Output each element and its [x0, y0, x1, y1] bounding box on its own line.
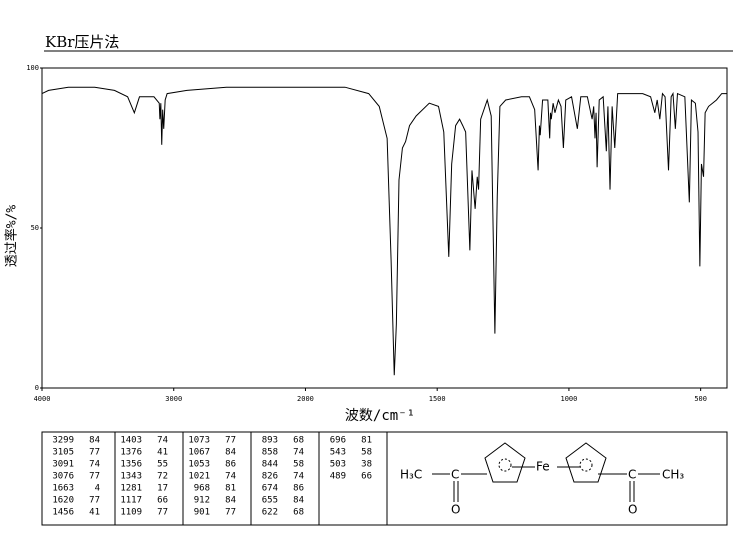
peak-transmittance: 55	[157, 460, 168, 470]
peak-wavenumber: 912	[194, 496, 210, 506]
peak-transmittance: 77	[89, 448, 100, 458]
atom-label: C	[628, 468, 636, 482]
atom-label: H₃C	[400, 468, 422, 482]
plot-frame	[41, 67, 728, 389]
peak-wavenumber: 1356	[120, 460, 142, 470]
peak-transmittance: 74	[225, 472, 236, 482]
peak-wavenumber: 674	[262, 484, 278, 494]
peak-wavenumber: 3105	[52, 448, 74, 458]
peak-transmittance: 66	[361, 472, 372, 482]
peak-wavenumber: 543	[330, 448, 346, 458]
peak-wavenumber: 826	[262, 472, 278, 482]
peak-wavenumber: 844	[262, 460, 278, 470]
ring-circle	[498, 458, 512, 472]
ring	[565, 442, 607, 483]
peak-transmittance: 86	[225, 460, 236, 470]
peak-wavenumber: 968	[194, 484, 210, 494]
peak-table-frame	[41, 431, 728, 526]
peak-wavenumber: 1109	[120, 508, 142, 518]
x-tick-label: 1500	[429, 395, 446, 403]
peak-transmittance: 77	[89, 496, 100, 506]
peak-transmittance: 81	[361, 436, 372, 446]
peak-transmittance: 84	[225, 496, 236, 506]
peak-wavenumber: 1456	[52, 508, 74, 518]
peak-transmittance: 38	[361, 460, 372, 470]
atom-label: CH₃	[662, 468, 684, 482]
peak-wavenumber: 1053	[188, 460, 210, 470]
peak-wavenumber: 3091	[52, 460, 74, 470]
peak-transmittance: 74	[293, 472, 304, 482]
x-tick-label: 3000	[165, 395, 182, 403]
peak-wavenumber: 1281	[120, 484, 142, 494]
peak-transmittance: 17	[157, 484, 168, 494]
peak-wavenumber: 503	[330, 460, 346, 470]
peak-table: 3299 84 3105 77 3091 74 3076 77 1663 4 1620 77 1456 4…	[52, 432, 388, 525]
peak-wavenumber: 1073	[188, 436, 210, 446]
peak-transmittance: 84	[293, 496, 304, 506]
peak-wavenumber: 1376	[120, 448, 142, 458]
peak-wavenumber: 1067	[188, 448, 210, 458]
peak-wavenumber: 1021	[188, 472, 210, 482]
peak-wavenumber: 893	[262, 436, 278, 446]
ring-circle	[579, 458, 593, 472]
peak-transmittance: 41	[89, 508, 100, 518]
atom-label: Fe	[536, 460, 550, 474]
peak-transmittance: 58	[361, 448, 372, 458]
atom-label: O	[451, 503, 460, 517]
peak-transmittance: 81	[225, 484, 236, 494]
peak-transmittance: 77	[225, 508, 236, 518]
peak-wavenumber: 901	[194, 508, 210, 518]
peak-transmittance: 68	[293, 436, 304, 446]
peak-wavenumber: 1663	[52, 484, 74, 494]
peak-wavenumber: 858	[262, 448, 278, 458]
structure	[432, 442, 660, 502]
y-tick-label: 50	[31, 224, 39, 232]
y-tick-label: 0	[35, 384, 39, 392]
chart-title: KBr压片法	[45, 33, 119, 51]
y-axis-label: 透过率%/%	[4, 205, 20, 268]
ring	[484, 442, 526, 483]
peak-wavenumber: 1117	[120, 496, 142, 506]
peak-wavenumber: 696	[330, 436, 346, 446]
x-axis-label: 波数/cm⁻¹	[345, 408, 415, 424]
peak-transmittance: 86	[293, 484, 304, 494]
peak-transmittance: 66	[157, 496, 168, 506]
x-tick-label: 2000	[297, 395, 314, 403]
peak-transmittance: 77	[225, 436, 236, 446]
x-tick-label: 500	[694, 395, 707, 403]
peak-transmittance: 74	[293, 448, 304, 458]
peak-transmittance: 41	[157, 448, 168, 458]
peak-wavenumber: 3076	[52, 472, 74, 482]
x-tick-label: 4000	[34, 395, 51, 403]
peak-transmittance: 68	[293, 508, 304, 518]
peak-wavenumber: 3299	[52, 436, 74, 446]
peak-transmittance: 77	[89, 472, 100, 482]
peak-transmittance: 84	[225, 448, 236, 458]
peak-wavenumber: 1620	[52, 496, 74, 506]
peak-wavenumber: 1343	[120, 472, 142, 482]
peak-wavenumber: 489	[330, 472, 346, 482]
peak-transmittance: 72	[157, 472, 168, 482]
peak-transmittance: 74	[157, 436, 168, 446]
peak-transmittance: 77	[157, 508, 168, 518]
peak-transmittance: 74	[89, 460, 100, 470]
peak-wavenumber: 1403	[120, 436, 142, 446]
peak-wavenumber: 622	[262, 508, 278, 518]
y-tick-label: 100	[26, 64, 39, 72]
atom-label: O	[628, 503, 637, 517]
peak-transmittance: 58	[293, 460, 304, 470]
spectrum-line	[41, 86, 727, 376]
atom-label: C	[451, 468, 459, 482]
x-tick-label: 1000	[560, 395, 577, 403]
peak-transmittance: 4	[95, 484, 100, 494]
peak-transmittance: 84	[89, 436, 100, 446]
peak-wavenumber: 655	[262, 496, 278, 506]
